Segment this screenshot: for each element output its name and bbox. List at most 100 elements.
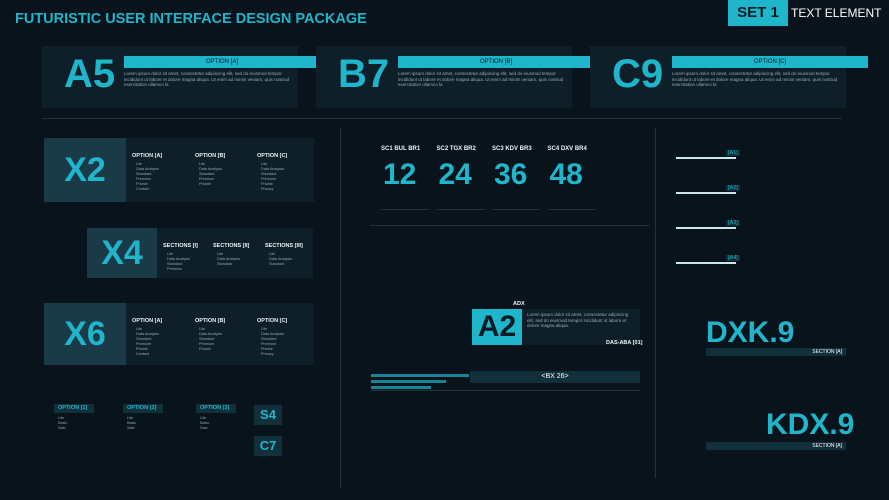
column-item: Lite — [199, 327, 206, 331]
stat-underline — [492, 209, 540, 210]
stat-label: SC1 BUL BR1 — [381, 146, 421, 152]
side-marker: [A4] — [726, 255, 740, 261]
column-item: Premium — [261, 342, 277, 346]
tag: S4 — [254, 405, 282, 425]
panel-code: X6 — [44, 303, 126, 365]
stat-value: 24 — [438, 158, 472, 191]
column-item: Data Analysis — [199, 332, 223, 336]
column-item: Private — [199, 182, 211, 186]
right-title: DXK.9 — [706, 316, 795, 349]
column-heading: SECTIONS [II] — [213, 243, 250, 249]
section-bar: SECTION [A] — [706, 442, 846, 450]
option-item: Lite — [127, 416, 134, 420]
stat-underline — [381, 209, 429, 210]
column-item: Premium — [167, 267, 183, 271]
option-item: Sale — [127, 426, 135, 430]
column-item: Lite — [199, 162, 206, 166]
column-item: Privacy — [261, 352, 274, 356]
column-item: Lite — [261, 162, 268, 166]
column-item: Standard — [261, 337, 277, 341]
option-item: Basic — [58, 421, 68, 425]
column-item: Data Analysis — [261, 332, 285, 336]
option-heading: OPTION [1] — [54, 404, 94, 413]
column-item: Data Analysis — [261, 167, 285, 171]
column-heading: OPTION [C] — [257, 153, 288, 159]
column-item: Private — [261, 347, 273, 351]
column-item: Premium — [136, 177, 152, 181]
column-item: Standard — [136, 172, 152, 176]
column-item: Private — [136, 182, 148, 186]
marker-line — [676, 192, 736, 194]
column-heading: SECTIONS [I] — [163, 243, 198, 249]
center-code: A2 — [472, 309, 522, 345]
column-heading: OPTION [C] — [257, 318, 288, 324]
set-badge: SET 1 — [728, 0, 788, 26]
marker-line — [676, 262, 736, 264]
column-item: Contact — [136, 187, 150, 191]
column-item: Premium — [261, 177, 277, 181]
set-label: TEXT ELEMENT — [791, 6, 882, 20]
stat-value: 12 — [383, 158, 417, 191]
column-item: Standard — [261, 172, 277, 176]
column-item: Private — [199, 347, 211, 351]
page-title: FUTURISTIC USER INTERFACE DESIGN PACKAGE — [15, 11, 367, 27]
marker-line — [676, 157, 736, 159]
column-item: Data Analysis — [199, 167, 223, 171]
option-bar: OPTION [B] — [398, 56, 594, 68]
column-item: Lite — [261, 327, 268, 331]
option-item: Sale — [200, 426, 208, 430]
panel-code: C9 — [612, 52, 664, 96]
option-heading: OPTION [2] — [123, 404, 163, 413]
panel-code: X4 — [87, 228, 157, 278]
column-item: Privacy — [261, 187, 274, 191]
column-item: Lite — [136, 327, 143, 331]
column-item: Standard — [217, 262, 233, 266]
marker-line — [676, 227, 736, 229]
option-heading: OPTION [3] — [196, 404, 236, 413]
option-bar: OPTION [C] — [672, 56, 868, 68]
column-item: Lite — [269, 252, 276, 256]
column-item: Premium — [136, 342, 152, 346]
column-item: Standard — [269, 262, 285, 266]
panel-code: B7 — [338, 52, 390, 96]
panel-text: Lorem ipsum dolor sit amet, consectetur … — [398, 71, 564, 87]
panel-code: A5 — [64, 52, 116, 96]
stat-underline — [547, 209, 596, 210]
center-text: Lorem ipsum dolor sit amet, consectetur … — [527, 312, 629, 328]
stat-value: 48 — [549, 158, 583, 191]
center-top-label: ADX — [513, 301, 525, 307]
option-bar: OPTION [A] — [124, 56, 320, 68]
center-footer: DAS-ABA [01] — [606, 340, 643, 346]
column-item: Standard — [167, 262, 183, 266]
column-heading: SECTIONS [III] — [265, 243, 303, 249]
column-item: Premium — [199, 177, 215, 181]
stat-underline — [436, 209, 485, 210]
column-heading: OPTION [A] — [132, 318, 163, 324]
stat-label: SC4 DXV BR4 — [547, 146, 587, 152]
option-item: Lite — [58, 416, 65, 420]
panel-text: Lorem ipsum dolor sit amet, consectetur … — [124, 71, 290, 87]
option-item: Sale — [58, 426, 66, 430]
stat-value: 36 — [494, 158, 528, 191]
side-marker: [A2] — [726, 185, 740, 191]
column-item: Contact — [136, 352, 150, 356]
column-item: Standard — [199, 172, 215, 176]
column-heading: OPTION [B] — [195, 153, 226, 159]
tag: C7 — [254, 436, 282, 456]
column-item: Private — [261, 182, 273, 186]
column-item: Private — [136, 347, 148, 351]
column-item: Data Analysis — [217, 257, 241, 261]
column-item: Data Analysis — [136, 167, 160, 171]
section-bar: SECTION [A] — [706, 348, 846, 356]
column-heading: OPTION [B] — [195, 318, 226, 324]
panel-text: Lorem ipsum dolor sit amet, consectetur … — [672, 71, 838, 87]
column-heading: OPTION [A] — [132, 153, 163, 159]
column-item: Data Analysis — [136, 332, 160, 336]
center-bar-label: <BX 26> — [470, 371, 640, 383]
column-item: Lite — [136, 162, 143, 166]
column-item: Lite — [217, 252, 224, 256]
stat-label: SC3 KDV BR3 — [492, 146, 532, 152]
column-item: Data Analysis — [269, 257, 293, 261]
right-title: KDX.9 — [766, 408, 855, 441]
